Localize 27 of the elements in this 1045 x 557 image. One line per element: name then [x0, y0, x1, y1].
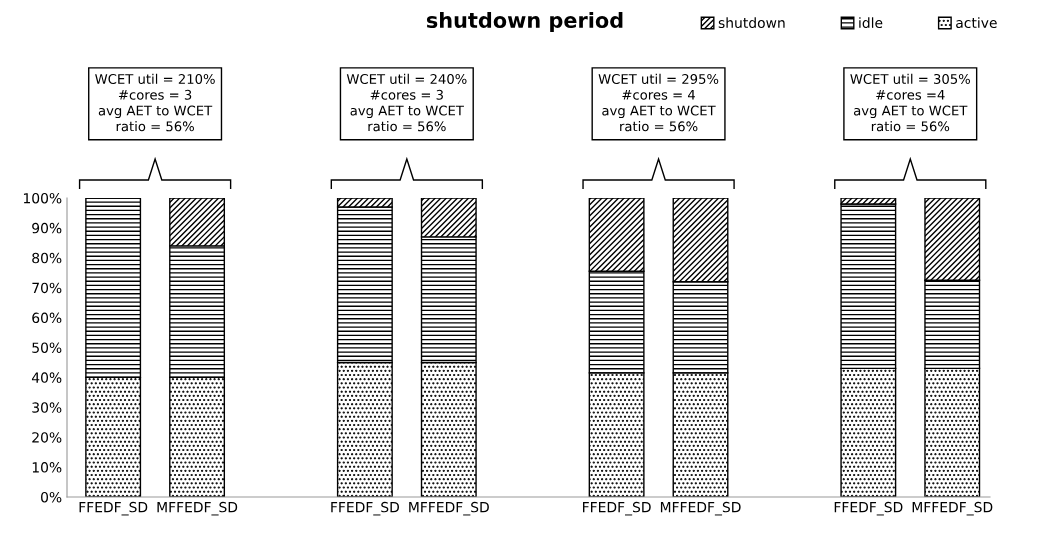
text: WCET util = 305% #cores =4 avg AET to WCET ratio = 56%: [850, 73, 970, 132]
legend-label: active: [956, 17, 997, 29]
y-tick-label: 30%: [32, 402, 62, 413]
chart-title: shutdown period: [426, 11, 623, 33]
x-tick-label: FFEDF_SD: [834, 501, 903, 516]
text: WCET util = 295% #cores = 4 avg AET to WCET ratio = 56%: [598, 73, 719, 132]
text: WCET util = 240% #cores = 3 avg AET to WCET ratio = 56%: [346, 73, 467, 132]
x-tick-label: FFEDF_SD: [331, 501, 399, 516]
y-tick-label: 0%: [41, 491, 62, 503]
x-tick-label: FFEDF_SD: [583, 501, 651, 516]
x-tick-label: FFEDF_SD: [79, 501, 148, 516]
y-tick-label: 40%: [31, 372, 62, 383]
y-tick-label: 80%: [32, 252, 62, 264]
y-tick-label: 60%: [32, 312, 62, 324]
x-tick-label: MFFEDF_SD: [157, 501, 238, 516]
text: WCET util = 210% #cores = 3 avg AET to WCET ratio = 56%: [95, 73, 215, 132]
y-tick-label: 70%: [32, 282, 62, 294]
y-tick-label: 100%: [23, 192, 62, 204]
y-tick-label: 20%: [32, 432, 62, 443]
y-tick-label: 10%: [32, 462, 62, 473]
x-tick-label: MFFEDF_SD: [660, 501, 741, 516]
x-tick-label: MFFEDF_SD: [409, 501, 489, 516]
legend-label: shutdown: [718, 17, 785, 29]
legend-label: idle: [859, 17, 883, 29]
y-tick-label: 90%: [32, 222, 62, 234]
x-tick-label: MFFEDF_SD: [912, 501, 993, 516]
y-tick-label: 50%: [32, 342, 62, 353]
